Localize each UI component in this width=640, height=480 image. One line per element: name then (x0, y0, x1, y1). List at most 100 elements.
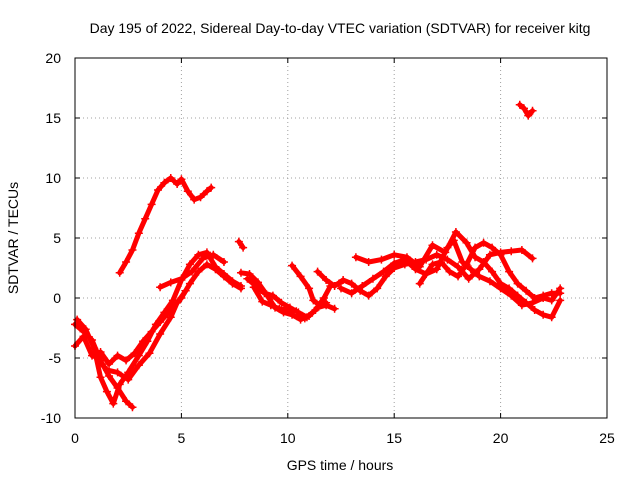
series-track (117, 175, 214, 276)
data-point (428, 260, 437, 269)
x-axis-label: GPS time / hours (287, 457, 394, 473)
data-point (243, 274, 252, 283)
data-point (166, 313, 175, 322)
data-point (485, 250, 494, 259)
data-point (475, 265, 484, 274)
data-point (451, 228, 460, 236)
data-point (275, 304, 284, 313)
data-point (373, 284, 382, 293)
x-tick-label: 10 (280, 430, 296, 446)
data-point (337, 284, 345, 293)
data-point (188, 267, 197, 276)
data-point (471, 243, 480, 252)
data-point (160, 308, 169, 317)
data-point (339, 276, 348, 284)
data-point (313, 267, 322, 276)
data-point (219, 270, 228, 278)
data-point (475, 272, 484, 281)
data-point (530, 306, 539, 314)
data-point (249, 283, 258, 292)
data-point (347, 289, 356, 298)
data-point (236, 268, 245, 277)
series-track-p (515, 100, 537, 120)
data-point (364, 291, 373, 300)
series-track-f (156, 250, 228, 292)
data-point (153, 186, 162, 194)
data-point (177, 175, 186, 184)
data-point (381, 272, 390, 281)
y-tick-label: 10 (45, 170, 61, 186)
data-point (228, 277, 237, 286)
y-tick-label: 20 (45, 50, 61, 66)
data-point (147, 200, 156, 209)
data-point (185, 279, 194, 288)
data-point (130, 349, 139, 358)
data-point (517, 301, 526, 310)
data-point (539, 291, 548, 300)
data-point (288, 261, 297, 270)
data-point (330, 304, 339, 313)
data-point (209, 250, 218, 259)
data-point (124, 375, 133, 384)
data-point (390, 259, 399, 268)
data-point (160, 178, 169, 187)
data-point (145, 349, 154, 358)
data-point (92, 354, 101, 362)
y-axis-label: SDTVAR / TECUs (5, 182, 21, 294)
data-point (364, 258, 373, 266)
grid (75, 58, 607, 418)
data-point (315, 301, 324, 310)
data-point (202, 260, 211, 269)
data-point (309, 296, 318, 305)
data-point (522, 286, 531, 295)
series-track-j (249, 283, 309, 323)
data-point (128, 246, 137, 254)
series-track-d (92, 286, 190, 384)
data-point (496, 279, 505, 288)
data-point (513, 291, 522, 300)
data-point (377, 255, 386, 264)
data-point (196, 193, 205, 202)
data-point (415, 279, 424, 288)
data-point (432, 250, 441, 259)
y-tick-label: -10 (41, 410, 61, 426)
data-point (96, 373, 105, 382)
data-point (351, 253, 360, 262)
data-point (547, 313, 556, 322)
data-point (547, 289, 556, 298)
data-point (513, 279, 522, 288)
data-point (300, 314, 309, 323)
data-point (547, 296, 556, 305)
series-track-k (288, 261, 331, 310)
y-tick-label: 0 (53, 290, 61, 306)
data-point (173, 180, 182, 188)
data-point (185, 260, 194, 269)
data-point (479, 238, 488, 247)
data-point (347, 279, 356, 288)
data-point (488, 267, 497, 276)
series-track (517, 102, 535, 119)
data-point (311, 306, 320, 314)
data-point (283, 306, 292, 314)
data-point (520, 104, 529, 113)
data-point (113, 351, 122, 360)
data-point (458, 258, 467, 266)
data-point (166, 278, 175, 287)
data-point (211, 262, 220, 271)
series-track (93, 288, 189, 383)
data-point (496, 250, 505, 259)
x-tick-label: 0 (71, 430, 79, 446)
data-point (122, 258, 131, 266)
data-point (530, 294, 539, 302)
data-point (156, 283, 165, 292)
data-point (539, 310, 548, 319)
data-point (102, 387, 111, 396)
data-point (90, 344, 99, 353)
data-point (73, 315, 82, 324)
data-point (322, 276, 331, 284)
data-point (234, 237, 243, 246)
data-point (454, 262, 463, 271)
data-point (258, 297, 267, 306)
